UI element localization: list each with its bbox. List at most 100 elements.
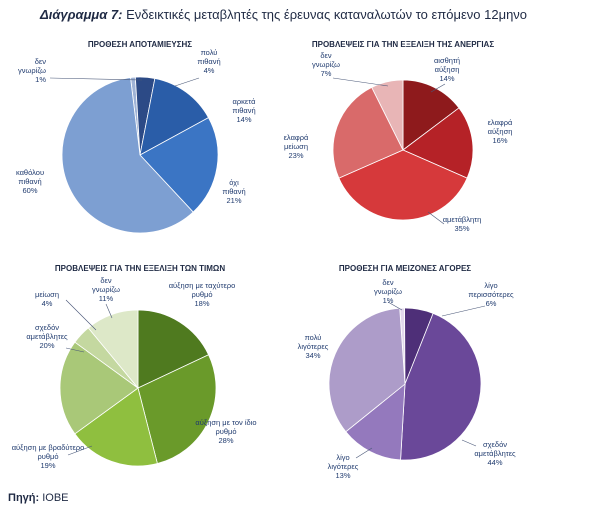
slice-label: δεν γνωρίζω 1% [374, 278, 402, 305]
slice-value-label: 20% [39, 341, 54, 350]
slice-label-line: αμετάβλητες [474, 449, 516, 458]
slice-label-line: γνωρίζω [18, 66, 46, 75]
pie-chart-title: ΠΡΟΘΕΣΗ ΑΠΟΤΑΜΙΕΥΣΗΣ [88, 40, 192, 49]
slice-value-label: 1% [35, 75, 46, 84]
pie-chart-4: ΠΡΟΘΕΣΗ ΓΙΑ ΜΕΙΖΟΝΕΣ ΑΓΟΡΕΣ δεν γνωρίζω 1% λ… [298, 264, 516, 480]
pie-slice [345, 383, 406, 461]
pie-slice [402, 79, 460, 151]
slice-label: μείωση 4% [35, 290, 59, 308]
slice-label-line: δεν [35, 57, 47, 66]
slice-label-line: αύξηση [435, 65, 460, 74]
slice-label: λίγο λιγότερες 13% [328, 453, 359, 480]
slice-label: δεν γνωρίζω 1% [18, 57, 46, 84]
figure-title-text: Ενδεικτικές μεταβλητές της έρευνας καταν… [126, 7, 528, 22]
slice-label: ελαφρά μείωση 23% [284, 133, 309, 160]
slice-label: πολύ πιθανή 4% [197, 48, 220, 75]
slice-value-label: 35% [454, 224, 469, 233]
pie-slice [402, 107, 474, 179]
slice-value-label: 6% [486, 299, 497, 308]
slice-label-line: πιθανή [222, 187, 245, 196]
leader-line [441, 305, 486, 317]
slice-value-label: 16% [492, 136, 507, 145]
slice-label: σχεδόν αμετάβλητες 20% [26, 323, 68, 350]
slice-label-line: ελαφρά [284, 133, 309, 142]
slice-label-line: γνωρίζω [312, 60, 340, 69]
pie-chart-title: ΠΡΟΒΛΕΨΕΙΣ ΓΙΑ ΤΗΝ ΕΞΕΛΙΞΗ ΤΩΝ ΤΙΜΩΝ [55, 264, 225, 273]
leader-line [174, 77, 200, 87]
slice-label: δεν γνωρίζω 11% [92, 276, 120, 303]
figure-title: Διάγραμμα 7: Ενδεικτικές μεταβλητές της … [40, 7, 527, 22]
slice-label-line: δεν [382, 278, 394, 287]
leader-line [427, 211, 445, 225]
leader-line [387, 301, 403, 311]
slice-label-line: αύξηση [488, 127, 513, 136]
slice-label-line: λιγότερες [298, 342, 329, 351]
slice-value-label: 28% [218, 436, 233, 445]
slice-label-line: όχι [229, 178, 239, 187]
slice-label: καθόλου πιθανή 60% [16, 168, 44, 195]
leader-line [461, 439, 477, 447]
slice-label-line: καθόλου [16, 168, 44, 177]
slice-label-line: μείωση [284, 142, 308, 151]
pie-slice [74, 387, 158, 467]
slice-label-line: αύξηση με βραδύτερο [12, 443, 85, 452]
slice-label: λίγο περισσότερες 6% [468, 281, 514, 308]
leader-line [430, 83, 446, 93]
source-text: ΙΟΒΕ [42, 492, 69, 504]
slice-value-label: 4% [42, 299, 53, 308]
slice-label-line: αμετάβλητες [26, 332, 68, 341]
slice-value-label: 4% [204, 66, 215, 75]
slice-value-label: 18% [194, 299, 209, 308]
slice-label-line: σχεδόν [483, 440, 507, 449]
slice-label-line: μείωση [35, 290, 59, 299]
leader-line [49, 77, 143, 81]
slice-label-line: πολύ [201, 48, 218, 57]
slice-label-line: αμετάβλητη [443, 215, 482, 224]
figure-title-prefix: Διάγραμμα 7: [40, 7, 123, 22]
slice-label-line: αρκετά [233, 97, 257, 106]
slice-value-label: 19% [40, 461, 55, 470]
slice-label-line: πιθανή [197, 57, 220, 66]
leader-line [355, 447, 373, 459]
slice-label-line: αύξηση με τον ίδιο [195, 418, 256, 427]
pie-chart-3: ΠΡΟΒΛΕΨΕΙΣ ΓΙΑ ΤΗΝ ΕΞΕΛΙΞΗ ΤΩΝ ΤΙΜΩΝ αύξη… [12, 264, 257, 470]
slice-label: σχεδόν αμετάβλητες 44% [474, 440, 516, 467]
leader-line [65, 299, 97, 331]
slice-label-line: πολύ [305, 333, 322, 342]
slice-label: όχι πιθανή 21% [222, 178, 245, 205]
pie-slice [87, 309, 139, 390]
slice-value-label: 21% [226, 196, 241, 205]
pie-slice [59, 341, 139, 435]
slice-label-line: πιθανή [232, 106, 255, 115]
slice-label-line: λιγότερες [328, 462, 359, 471]
slice-label: αύξηση με βραδύτερο ρυθμό 19% [12, 443, 85, 470]
pie-slice [371, 79, 404, 151]
pie-chart-title: ΠΡΟΒΛΕΨΕΙΣ ΓΙΑ ΤΗΝ ΕΞΕΛΙΞΗ ΤΗΣ ΑΝΕΡΓΙΑΣ [312, 40, 494, 49]
pie-slice [61, 77, 194, 234]
pie-chart-2: ΠΡΟΒΛΕΨΕΙΣ ΓΙΑ ΤΗΝ ΕΞΕΛΙΞΗ ΤΗΣ ΑΝΕΡΓΙΑΣ α… [284, 40, 513, 233]
slice-label-line: ρυθμό [215, 427, 236, 436]
slice-label-line: δεν [320, 51, 332, 60]
source-label: Πηγή: [8, 492, 40, 504]
slice-label-line: γνωρίζω [374, 287, 402, 296]
leader-line [65, 347, 85, 353]
pie-slice [139, 117, 219, 213]
source-note: Πηγή: ΙΟΒΕ [8, 492, 69, 504]
slice-label-line: λίγο [484, 281, 497, 290]
slice-value-label: 44% [487, 458, 502, 467]
leader-line [332, 77, 389, 87]
slice-value-label: 14% [236, 115, 251, 124]
pie-slice [400, 312, 482, 461]
leader-line [105, 303, 113, 319]
slice-value-label: 11% [99, 294, 114, 303]
pie-slice [328, 307, 406, 433]
slice-label-line: ρυθμό [37, 452, 58, 461]
slice-value-label: 23% [288, 151, 303, 160]
slice-label: αρκετά πιθανή 14% [232, 97, 256, 124]
slice-label-line: πιθανή [18, 177, 41, 186]
slice-label-line: ελαφρά [488, 118, 513, 127]
slice-label: αύξηση με τον ίδιο ρυθμό 28% [195, 418, 256, 445]
pie-chart-title: ΠΡΟΘΕΣΗ ΓΙΑ ΜΕΙΖΟΝΕΣ ΑΓΟΡΕΣ [339, 264, 471, 273]
pie-slice [139, 77, 210, 156]
